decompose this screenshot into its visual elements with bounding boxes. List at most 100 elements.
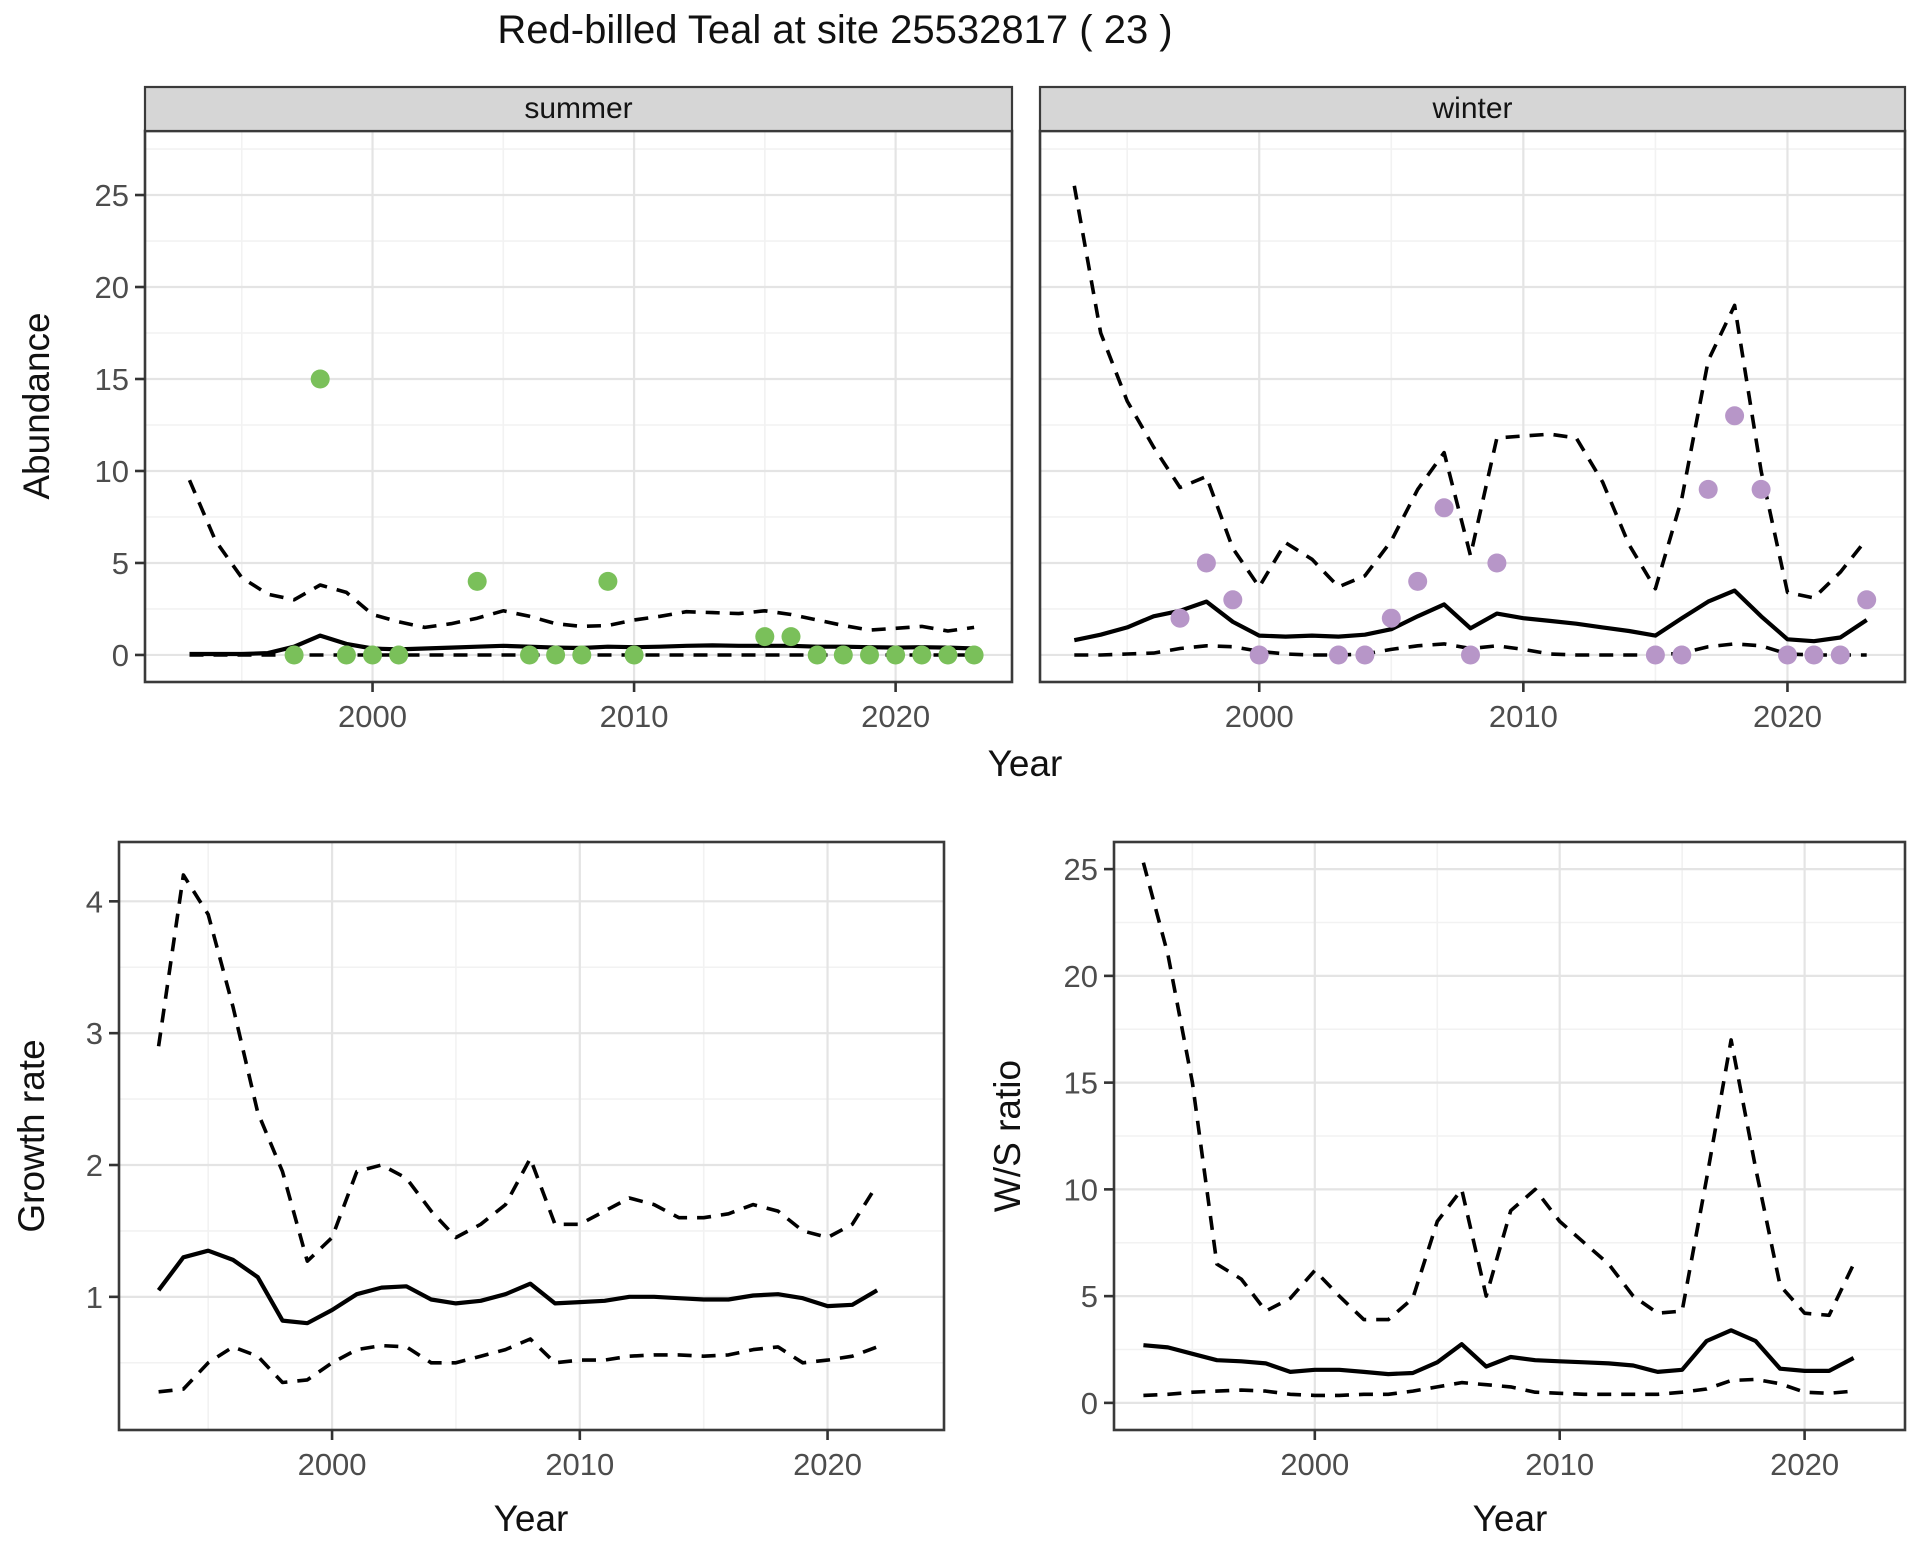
data-points	[1170, 406, 1877, 665]
data-point	[938, 645, 958, 665]
x-tick-label: 2020	[1770, 1447, 1839, 1482]
y-tick-label: 1	[86, 1280, 103, 1315]
data-point	[572, 645, 592, 665]
data-point	[807, 645, 827, 665]
data-point	[1725, 406, 1745, 426]
facet-strip	[1038, 85, 1907, 133]
panel-abundance_summer: 2000 2010 2020 0 5 10 15 20 25	[95, 85, 1014, 734]
series-upper_ci-line	[1072, 185, 1869, 600]
x-axis-title-year-bottom-left: Year	[493, 1498, 569, 1539]
gridlines	[1114, 842, 1905, 1430]
y-tick-label: 4	[86, 884, 103, 919]
data-point	[1223, 590, 1243, 610]
y-tick-label: 3	[86, 1016, 103, 1051]
y-tick-label: 10	[95, 454, 129, 489]
y-axis-title-growth-rate: Growth rate	[11, 1039, 52, 1233]
facet-strip	[143, 85, 1014, 133]
y-tick-label: 15	[95, 362, 129, 397]
y-axis-title-ws-ratio: W/S ratio	[987, 1059, 1028, 1213]
facet-strip-label-summer: summer	[524, 92, 633, 125]
y-tick-label: 5	[1081, 1279, 1098, 1314]
series-lower_ci-line	[158, 1337, 878, 1394]
chart-title: Red-billed Teal at site 25532817 ( 23 )	[497, 8, 1173, 52]
data-point	[467, 571, 487, 591]
data-point	[363, 645, 382, 665]
x-tick-label: 2000	[1225, 699, 1294, 734]
series-estimate-line	[1143, 1328, 1855, 1377]
x-tick-label: 2020	[1753, 699, 1822, 734]
data-point	[1434, 498, 1454, 518]
panel-background	[119, 842, 944, 1430]
data-point	[781, 627, 801, 647]
y-tick-label: 20	[95, 270, 129, 305]
y-tick-label: 20	[1064, 959, 1098, 994]
series-upper_ci-line	[1141, 862, 1856, 1322]
data-point	[886, 645, 906, 665]
facet-strip-label-winter: winter	[1432, 92, 1513, 125]
data-point	[1778, 645, 1797, 665]
axis-ticks: 2000 2010 2020 1 2 3 4	[86, 884, 862, 1482]
data-point	[964, 645, 984, 665]
x-tick-label: 2010	[600, 699, 669, 734]
data-point	[1645, 645, 1665, 665]
panel-background	[1040, 131, 1905, 682]
data-point	[1196, 553, 1216, 573]
data-point	[833, 645, 853, 665]
y-tick-label: 0	[1081, 1386, 1098, 1421]
series-upper_ci-line	[187, 479, 975, 633]
data-point	[1698, 479, 1718, 499]
data-points	[284, 369, 984, 665]
y-tick-label: 2	[86, 1148, 103, 1183]
y-tick-label: 5	[112, 546, 129, 581]
data-point	[860, 645, 879, 665]
axis-ticks: 2000 2010 2020 0 5 10 15 20 25	[1064, 852, 1840, 1482]
y-tick-label: 10	[1064, 1172, 1098, 1207]
data-point	[389, 645, 409, 665]
panel-background	[145, 131, 1012, 682]
panel-abundance_winter: 2000 2010 2020	[1038, 85, 1907, 734]
x-axis-title-year-bottom-right: Year	[1472, 1498, 1548, 1539]
data-point	[1857, 590, 1877, 610]
x-axis-title-year-top: Year	[987, 743, 1063, 784]
data-point	[1461, 645, 1480, 665]
x-tick-label: 2000	[1280, 1447, 1349, 1482]
x-tick-label: 2010	[1489, 699, 1558, 734]
y-tick-label: 25	[95, 178, 129, 213]
data-point	[598, 571, 618, 591]
data-point	[1408, 571, 1428, 591]
panel-ws_ratio: 2000 2010 2020 0 5 10 15 20 25	[1064, 840, 1907, 1482]
data-point	[520, 645, 539, 665]
data-point	[310, 369, 330, 389]
data-point	[912, 645, 932, 665]
data-point	[1751, 479, 1771, 499]
data-point	[336, 645, 356, 665]
x-tick-label: 2020	[793, 1447, 862, 1482]
data-point	[1830, 645, 1850, 665]
data-point	[1355, 645, 1375, 665]
series-estimate-line	[1073, 588, 1868, 644]
gridlines	[119, 842, 944, 1430]
y-tick-label: 15	[1064, 1066, 1098, 1101]
data-point	[284, 645, 304, 665]
y-tick-label: 0	[112, 638, 129, 673]
data-point	[755, 627, 775, 647]
panel-growth_rate: 2000 2010 2020 1 2 3 4	[86, 840, 946, 1482]
x-tick-label: 2010	[1525, 1447, 1594, 1482]
data-point	[624, 645, 644, 665]
x-tick-label: 2000	[298, 1447, 367, 1482]
data-point	[1672, 645, 1692, 665]
series-estimate-line	[156, 1248, 879, 1326]
x-tick-label: 2000	[338, 699, 407, 734]
x-tick-label: 2020	[861, 699, 930, 734]
axis-ticks: 2000 2010 2020	[1225, 682, 1822, 734]
panel-border	[1112, 840, 1907, 1432]
data-point	[1249, 645, 1269, 665]
data-point	[1487, 553, 1507, 573]
data-point	[1381, 608, 1401, 628]
data-point	[1170, 608, 1190, 628]
axis-ticks: 2000 2010 2020 0 5 10 15 20 25	[95, 178, 931, 734]
series-lower_ci-line	[1074, 642, 1867, 657]
data-point	[1804, 645, 1824, 665]
